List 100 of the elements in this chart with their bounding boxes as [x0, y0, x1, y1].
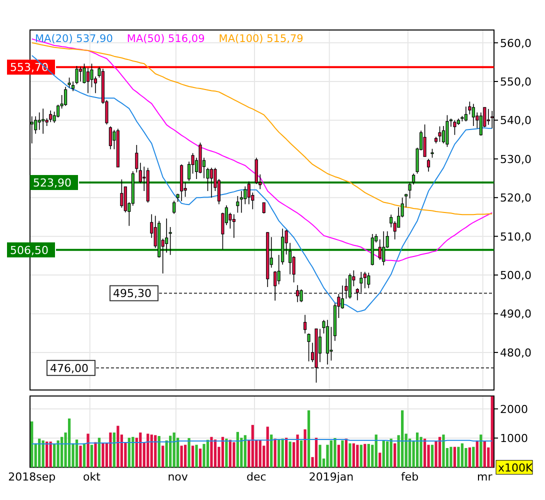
y-tick-label: 540,0: [500, 114, 532, 128]
candlestick: [344, 278, 348, 300]
candlestick: [262, 202, 266, 214]
bar: [30, 421, 34, 468]
bar: [112, 432, 116, 468]
candlestick: [240, 190, 243, 214]
bar: [352, 443, 355, 468]
y-tick-label: 490,0: [500, 308, 532, 321]
bar: [266, 426, 269, 468]
ref-line-label: 476,00: [50, 362, 88, 375]
bar: [300, 440, 303, 468]
candlestick: [172, 200, 176, 214]
candlestick: [378, 239, 382, 260]
bar: [195, 444, 198, 468]
bar: [98, 438, 101, 468]
x-tick-label: okt: [83, 470, 102, 484]
bar: [86, 434, 90, 468]
candlestick: [274, 270, 277, 301]
candlestick: [288, 242, 292, 275]
candlestick: [277, 254, 280, 285]
bar: [296, 434, 299, 468]
bar: [341, 440, 344, 468]
bar: [442, 434, 445, 468]
candlestick: [165, 218, 168, 253]
bar: [364, 444, 366, 468]
candlestick: [38, 112, 41, 130]
bar: [198, 448, 202, 468]
bar: [184, 444, 187, 468]
bar: [318, 444, 322, 468]
bar: [75, 440, 78, 468]
bar: [79, 446, 82, 468]
candlestick: [303, 314, 307, 334]
bar: [56, 440, 60, 468]
y-tick-label: 1000: [500, 432, 528, 446]
bar: [390, 438, 392, 468]
candlestick: [340, 285, 344, 310]
bar: [304, 429, 306, 468]
bar: [38, 438, 41, 468]
candlestick: [426, 158, 430, 172]
series-label: MA(20) 537,90: [35, 33, 113, 45]
bar: [258, 440, 262, 468]
bar: [382, 440, 385, 468]
bar: [460, 443, 464, 468]
candlestick: [438, 126, 442, 142]
y-tick-label: 2000: [500, 402, 528, 416]
bar: [68, 418, 71, 468]
ref-line-label: 506,50: [10, 244, 48, 257]
candlestick: [464, 106, 468, 122]
bar: [360, 444, 362, 468]
bar: [180, 446, 183, 468]
bar: [334, 438, 336, 468]
bar: [225, 438, 228, 468]
bar: [326, 444, 329, 468]
candlestick: [453, 120, 456, 136]
x-tick-label: 2019jan: [308, 470, 354, 484]
bar: [356, 444, 359, 468]
bar: [206, 440, 210, 468]
bar: [158, 436, 160, 468]
y-tick-label: 530,0: [500, 152, 532, 166]
bar: [307, 410, 310, 468]
candlestick: [232, 214, 236, 238]
ref-line-label: 523,90: [33, 176, 72, 190]
candlestick: [307, 333, 310, 362]
bar: [228, 440, 232, 468]
candlestick: [68, 77, 71, 88]
bar: [281, 438, 284, 468]
candlestick: [423, 124, 426, 157]
bar: [378, 452, 382, 468]
candlestick: [86, 68, 90, 94]
candlestick: [49, 110, 52, 123]
candlestick: [330, 326, 333, 361]
candlestick: [367, 272, 370, 289]
y-tick-label: 480,0: [500, 346, 532, 360]
candlestick: [446, 114, 449, 148]
bar: [172, 432, 176, 468]
bar: [214, 440, 217, 468]
candlestick: [168, 226, 172, 256]
bar: [102, 443, 104, 468]
bar: [434, 441, 438, 468]
bar: [128, 438, 130, 468]
bar: [483, 441, 486, 468]
y-tick-label: 510,0: [500, 230, 532, 244]
candlestick: [296, 284, 300, 303]
x-tick-label: feb: [400, 470, 419, 484]
bar: [337, 444, 340, 468]
bar: [221, 436, 224, 468]
bar: [423, 438, 426, 468]
candlestick: [360, 272, 363, 293]
x-tick-label: dec: [246, 470, 266, 484]
bar: [139, 432, 142, 468]
bar: [367, 444, 370, 468]
bar: [146, 434, 150, 468]
bar: [188, 438, 190, 468]
y-tick-label: 550,0: [500, 75, 532, 88]
bar: [94, 442, 97, 468]
candlestick: [486, 108, 490, 126]
bar: [150, 434, 153, 468]
bar: [285, 438, 288, 468]
bar: [490, 396, 494, 468]
bar: [49, 442, 52, 468]
